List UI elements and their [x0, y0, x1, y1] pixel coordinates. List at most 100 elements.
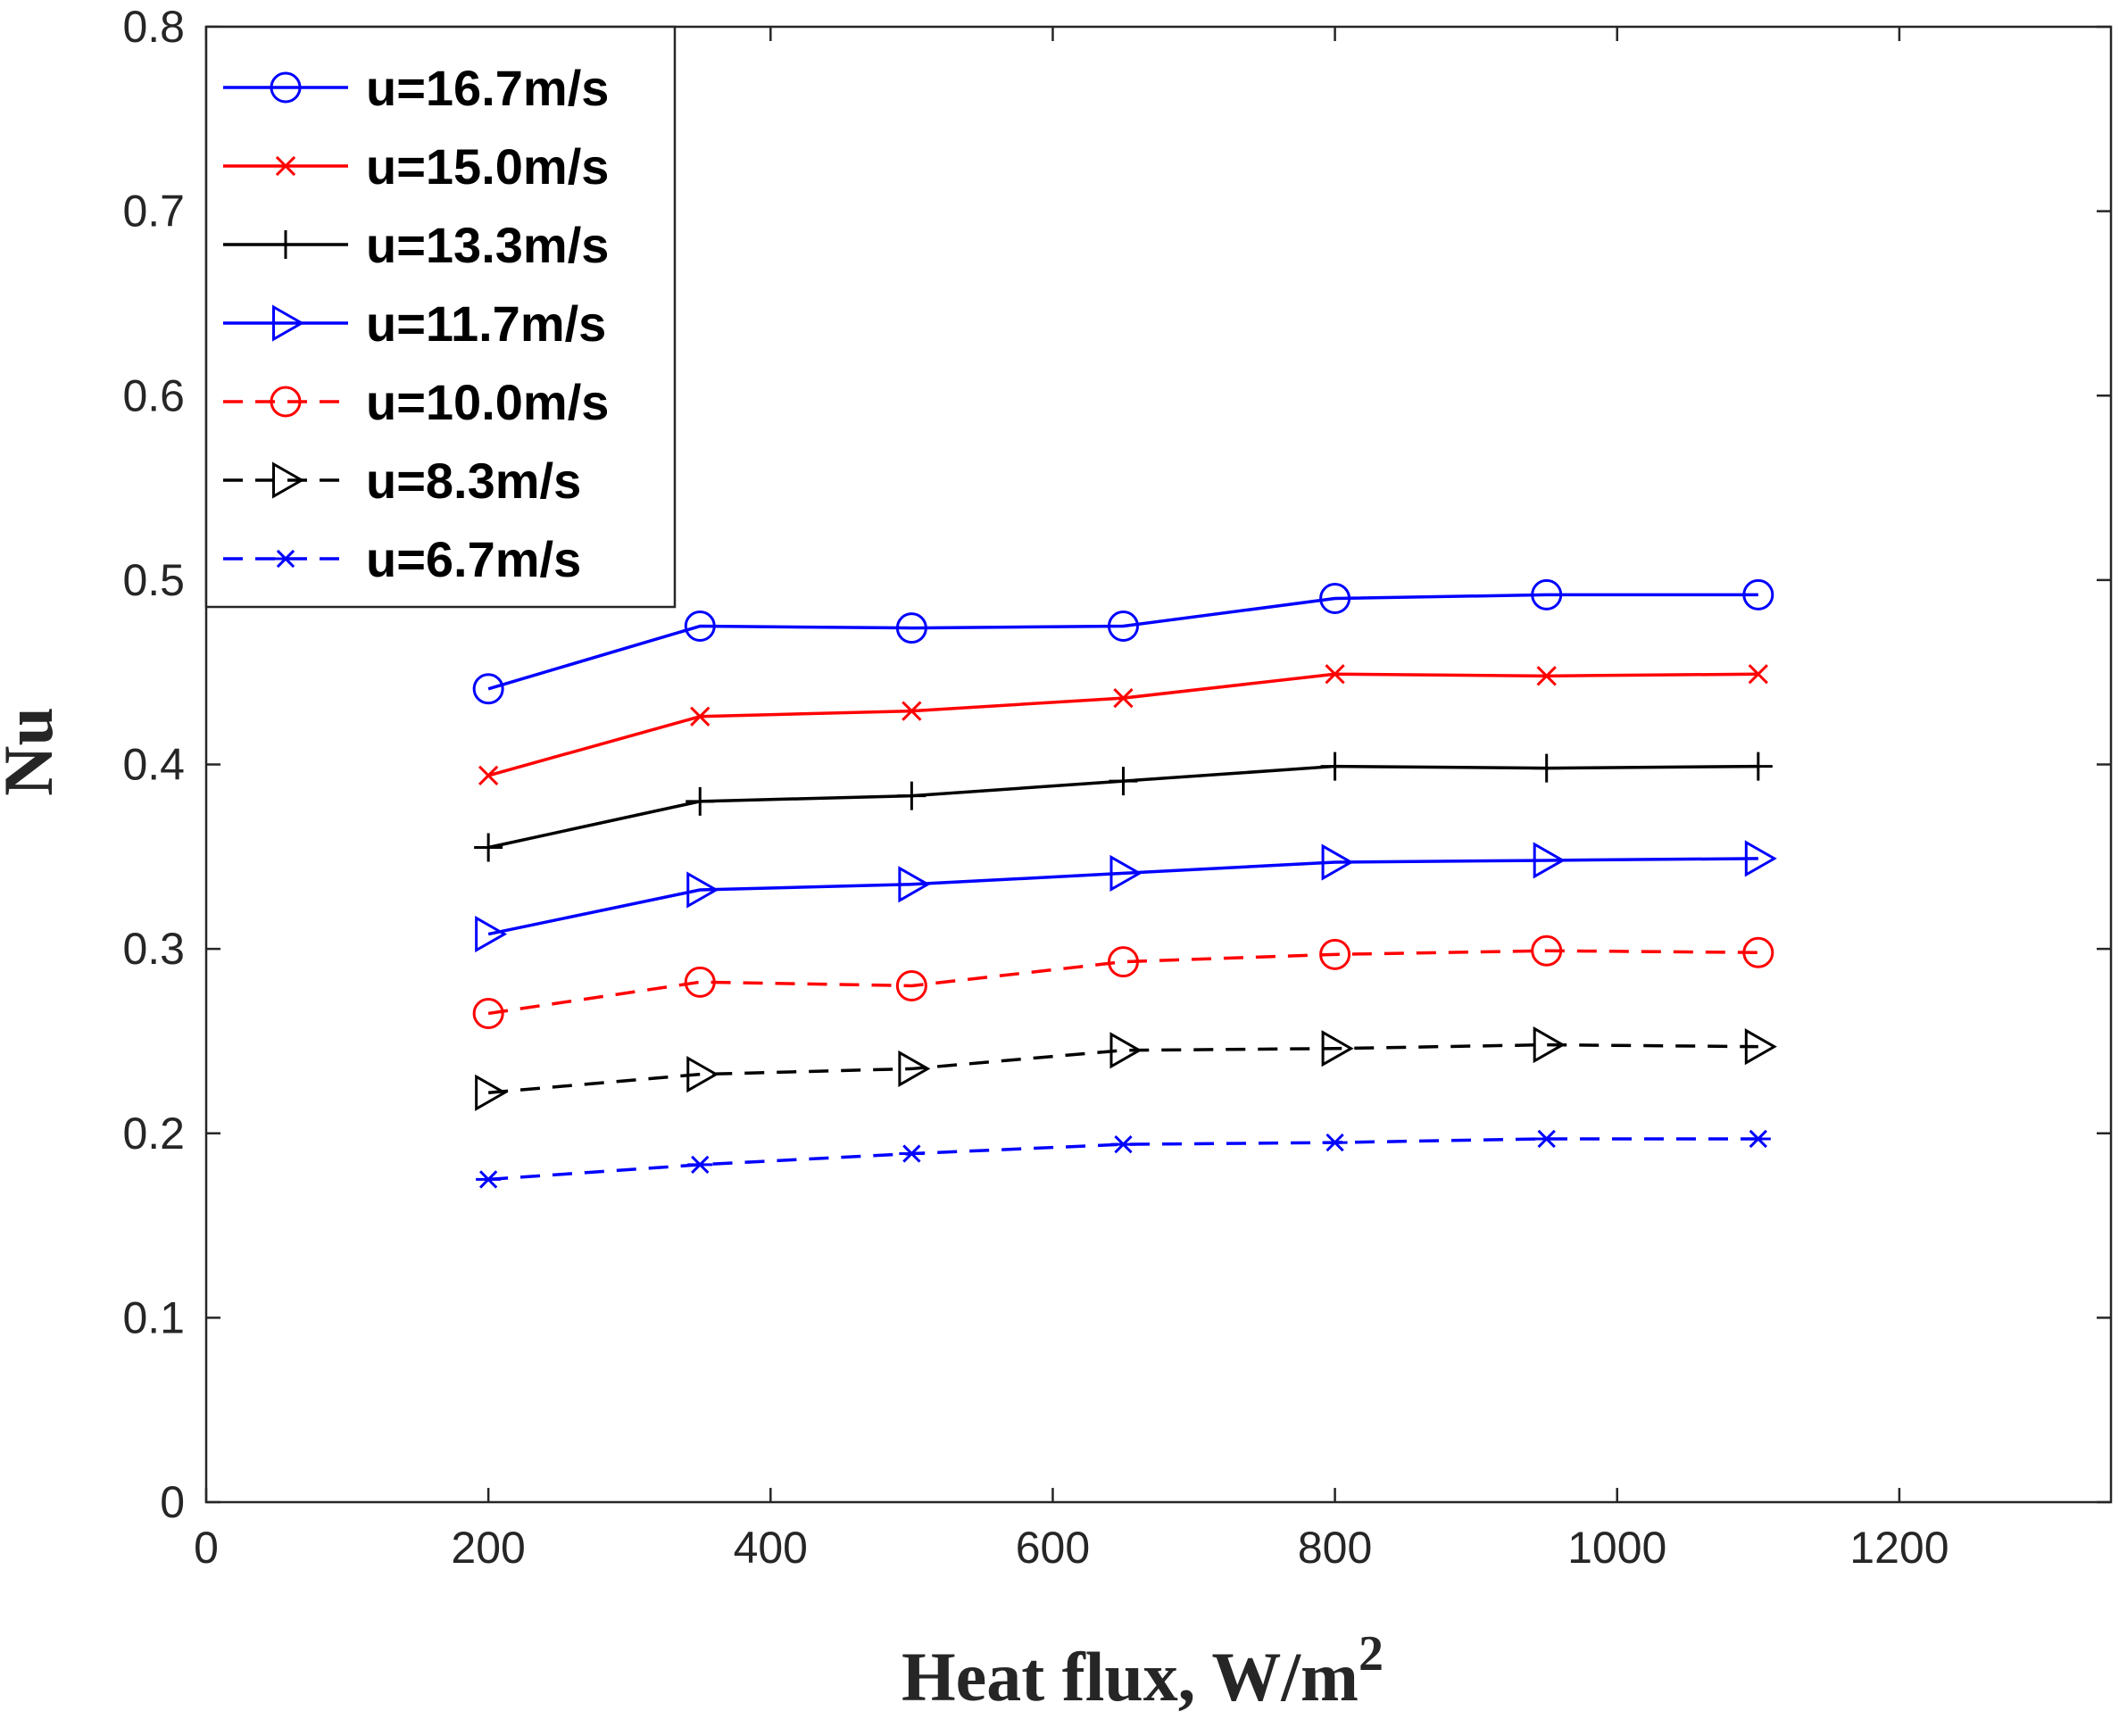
- series-2-point-1: [478, 765, 499, 786]
- series-1-point-3-shape: [895, 612, 927, 644]
- series-3-point-3-shape: [897, 781, 927, 810]
- series-5-line: [487, 949, 1758, 1016]
- legend-label-3: u=13.3m/s: [366, 217, 609, 273]
- legend-marker-5: [270, 386, 302, 418]
- series-7-point-5: [1322, 1133, 1348, 1152]
- series-7: [476, 1129, 1771, 1189]
- x-axis-title-text: Heat flux, W/m: [902, 1638, 1359, 1715]
- series-5-point-7: [1742, 936, 1774, 968]
- series-2-point-7-shape: [1748, 664, 1768, 685]
- series-3-point-1-shape: [474, 833, 503, 862]
- series-6-point-6: [1533, 1026, 1566, 1064]
- series-6-point-2: [686, 1056, 719, 1093]
- y-tick-label-2: 0.2: [122, 1109, 185, 1159]
- series-1-point-7: [1742, 578, 1774, 611]
- x-axis-title-superscript: 2: [1359, 1626, 1384, 1682]
- legend-entry-1: u=16.7m/s: [223, 60, 609, 116]
- series-6-point-4: [1109, 1032, 1143, 1069]
- series-3-point-7: [1743, 752, 1773, 781]
- series-2-point-3-shape: [902, 701, 922, 721]
- series-3-point-4-shape: [1109, 767, 1138, 796]
- series-2-point-6: [1536, 666, 1557, 686]
- legend-marker-1: [270, 71, 302, 104]
- series-1-point-5: [1319, 583, 1351, 615]
- series-5-point-7-shape: [1742, 936, 1774, 968]
- series-4-point-6: [1533, 842, 1566, 879]
- y-tick-label-0: 0: [160, 1477, 185, 1527]
- series-7-point-4-shape: [1110, 1134, 1136, 1154]
- legend-label-7: u=6.7m/s: [366, 531, 581, 587]
- series-7-point-7-shape: [1745, 1129, 1771, 1149]
- series-3-point-5: [1320, 752, 1350, 781]
- series-1-point-5-shape: [1319, 583, 1351, 615]
- axes: 0 200 400 600 800 1000 1200 0 0.1 0.2 0.3 0.4 0.5 0.6…: [122, 2, 2113, 1573]
- legend-marker-2-shape: [275, 155, 296, 177]
- x-tick-label-0: 0: [194, 1523, 219, 1573]
- series-6-point-3: [898, 1050, 931, 1088]
- series-7-point-3-shape: [899, 1144, 925, 1163]
- series-2-point-6-shape: [1536, 666, 1557, 686]
- x-tick-label-2: 400: [734, 1523, 808, 1573]
- series-6-point-5-shape: [1321, 1030, 1354, 1067]
- x-tick-label-1: 200: [451, 1523, 525, 1573]
- legend-marker-4-shape: [272, 304, 305, 342]
- series-6-point-2-shape: [686, 1056, 719, 1093]
- series-4-point-2: [686, 871, 719, 909]
- legend-entry-4: u=11.7m/s: [223, 295, 606, 352]
- series-1-point-1-shape: [472, 673, 504, 705]
- series-1-point-6: [1531, 578, 1563, 611]
- series-3-point-6: [1532, 753, 1561, 783]
- series-layer: [472, 578, 1777, 1189]
- series-2-point-4: [1113, 687, 1134, 709]
- series-6-point-7-shape: [1744, 1028, 1777, 1066]
- series-5-point-5-shape: [1319, 938, 1351, 970]
- series-1-point-4: [1107, 611, 1139, 643]
- series-1-point-1: [472, 673, 504, 705]
- series-7-point-2-shape: [687, 1155, 713, 1175]
- series-6-point-4-shape: [1109, 1032, 1143, 1069]
- y-axis-title: Nu: [0, 707, 67, 796]
- legend-marker-7: [273, 549, 298, 569]
- legend-entry-3: u=13.3m/s: [223, 217, 609, 273]
- legend-marker-3: [271, 230, 300, 259]
- legend-label-5: u=10.0m/s: [366, 374, 609, 430]
- series-4-point-2-shape: [686, 871, 719, 909]
- x-tick-label-3: 600: [1016, 1523, 1090, 1573]
- legend-marker-2: [275, 155, 296, 177]
- series-7-point-2: [687, 1155, 713, 1175]
- legend-marker-3-shape: [271, 230, 300, 259]
- series-3-point-3: [897, 781, 927, 810]
- series-3-point-5-shape: [1320, 752, 1350, 781]
- series-5-point-2: [684, 966, 716, 998]
- series-3-point-2: [686, 786, 715, 816]
- legend-marker-5-shape: [270, 386, 302, 418]
- series-5-point-1-shape: [472, 997, 504, 1029]
- series-2-point-2-shape: [690, 706, 710, 727]
- x-axis-title: Heat flux, W/m2: [902, 1626, 1384, 1715]
- y-tick-label-5: 0.5: [122, 555, 185, 605]
- series-6-point-6-shape: [1533, 1026, 1566, 1064]
- series-1: [472, 578, 1774, 705]
- series-3-point-7-shape: [1743, 752, 1773, 781]
- series-4-point-1: [475, 916, 508, 953]
- series-2-point-5: [1325, 664, 1345, 685]
- series-5-point-5: [1319, 938, 1351, 970]
- series-2-point-7: [1748, 664, 1768, 685]
- series-3-point-1: [474, 833, 503, 862]
- series-3-point-2-shape: [686, 786, 715, 816]
- series-5-point-4-shape: [1107, 946, 1139, 978]
- legend-marker-6-shape: [272, 461, 305, 499]
- series-3-point-4: [1109, 767, 1138, 796]
- series-4-point-4-shape: [1109, 854, 1143, 892]
- series-4-point-7: [1744, 840, 1777, 877]
- legend-entry-6: u=8.3m/s: [223, 453, 581, 509]
- legend-label-2: u=15.0m/s: [366, 138, 609, 195]
- series-1-point-4-shape: [1107, 611, 1139, 643]
- legend-marker-6: [272, 461, 305, 499]
- series-1-point-2-shape: [684, 611, 716, 643]
- series-4-point-1-shape: [475, 916, 508, 953]
- series-1-point-2: [684, 611, 716, 643]
- series-7-point-4: [1110, 1134, 1136, 1154]
- legend-marker-1-shape: [270, 71, 302, 104]
- series-7-point-3: [899, 1144, 925, 1163]
